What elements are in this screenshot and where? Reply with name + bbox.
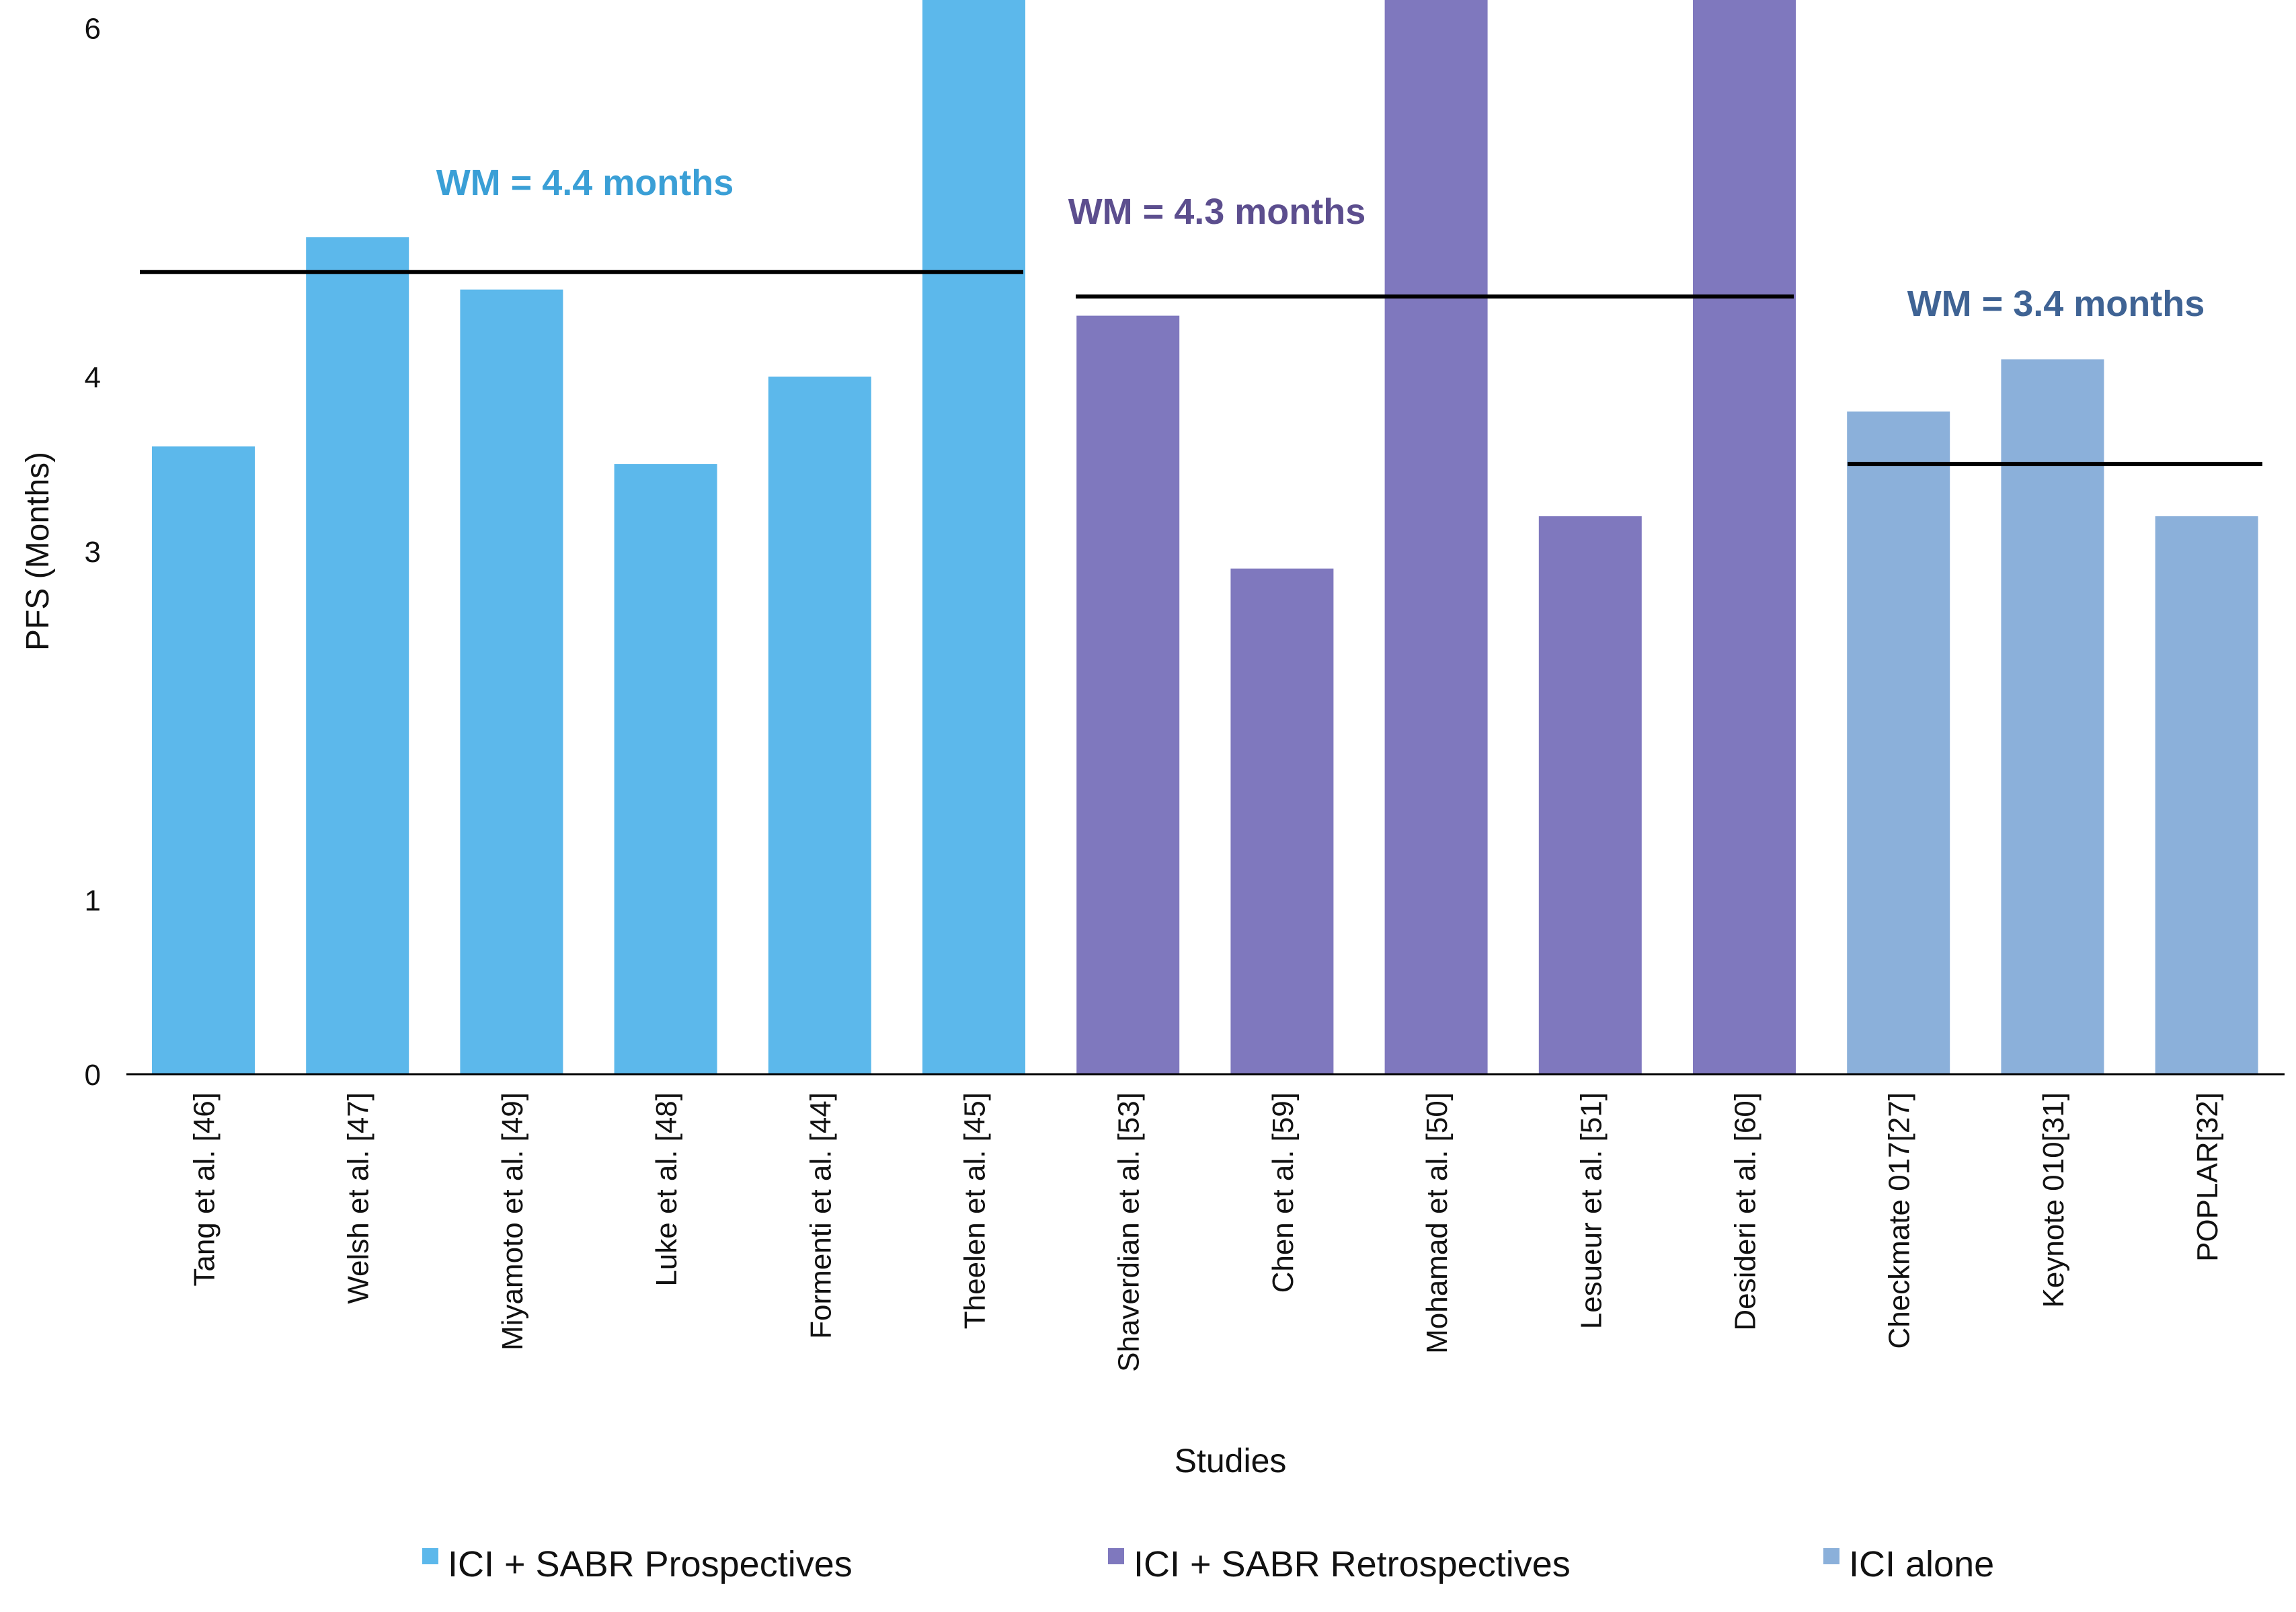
legend-item: ICI + SABR Retrospectives xyxy=(1108,1544,1571,1584)
bar xyxy=(614,464,717,1074)
x-tick-label: Miyamoto et al. [49] xyxy=(496,1092,529,1351)
x-tick-label: Formenti et al. [44] xyxy=(804,1092,837,1339)
x-tick-label: Luke et al. [48] xyxy=(650,1092,683,1287)
x-tick-label: Theelen et al. [45] xyxy=(959,1092,992,1329)
y-axis-title: PFS (Months) xyxy=(20,452,56,651)
bar xyxy=(1847,411,1950,1074)
x-tick-label: Desideri et al. [60] xyxy=(1729,1092,1762,1331)
bar xyxy=(306,237,409,1074)
legend-swatch xyxy=(422,1548,438,1564)
x-axis-title: Studies xyxy=(1175,1442,1287,1480)
x-tick-label: Checkmate 017[27] xyxy=(1883,1092,1916,1349)
bar xyxy=(2155,516,2258,1074)
legend-label: ICI + SABR Prospectives xyxy=(448,1544,853,1584)
legend-label: ICI + SABR Retrospectives xyxy=(1134,1544,1571,1584)
bar xyxy=(460,289,563,1075)
legend: ICI + SABR Prospectives ICI + SABR Retros… xyxy=(422,1544,1994,1584)
bar xyxy=(1384,0,1488,1074)
y-axis-ticks: 0134678 xyxy=(85,13,101,1092)
bar xyxy=(2001,359,2104,1075)
bar xyxy=(922,0,1025,1075)
weighted-mean-lines: WM = 4.4 months WM = 4.3 months WM = 3.4 m… xyxy=(140,163,2262,467)
y-tick-label: 4 xyxy=(85,361,101,394)
x-tick-label: Lesueur et al. [51] xyxy=(1575,1092,1608,1329)
x-axis-tick-labels: Tang et al. [46] Welsh et al. [47] Miyamot… xyxy=(188,1092,2225,1372)
weighted-mean-label: WM = 4.4 months xyxy=(436,163,734,203)
bar xyxy=(1693,0,1796,1074)
x-tick-label: Tang et al. [46] xyxy=(188,1092,221,1287)
bar xyxy=(1230,568,1334,1074)
x-tick-label: Welsh et al. [47] xyxy=(342,1092,375,1304)
x-tick-label: Shaverdian et al. [53] xyxy=(1113,1092,1146,1372)
x-tick-label: Chen et al. [59] xyxy=(1267,1092,1300,1293)
bar xyxy=(152,446,255,1074)
x-tick-label: Mohamad et al. [50] xyxy=(1421,1092,1454,1354)
x-tick-label: POPLAR[32] xyxy=(2191,1092,2224,1262)
bars xyxy=(152,0,2258,1075)
y-tick-label: 6 xyxy=(85,13,101,46)
y-tick-label: 1 xyxy=(85,885,101,918)
y-tick-label: 0 xyxy=(85,1059,101,1092)
legend-swatch xyxy=(1108,1548,1124,1564)
bar xyxy=(1076,315,1180,1074)
legend-item: ICI alone xyxy=(1823,1544,1994,1584)
legend-label: ICI alone xyxy=(1849,1544,1994,1584)
legend-swatch xyxy=(1823,1548,1839,1564)
legend-item: ICI + SABR Prospectives xyxy=(422,1544,853,1584)
bar xyxy=(1538,516,1642,1074)
weighted-mean-label: WM = 3.4 months xyxy=(1907,284,2205,324)
y-tick-label: 3 xyxy=(85,536,101,569)
bar xyxy=(768,376,871,1074)
x-tick-label: Keynote 010[31] xyxy=(2037,1092,2070,1307)
weighted-mean-label: WM = 4.3 months xyxy=(1068,192,1366,232)
